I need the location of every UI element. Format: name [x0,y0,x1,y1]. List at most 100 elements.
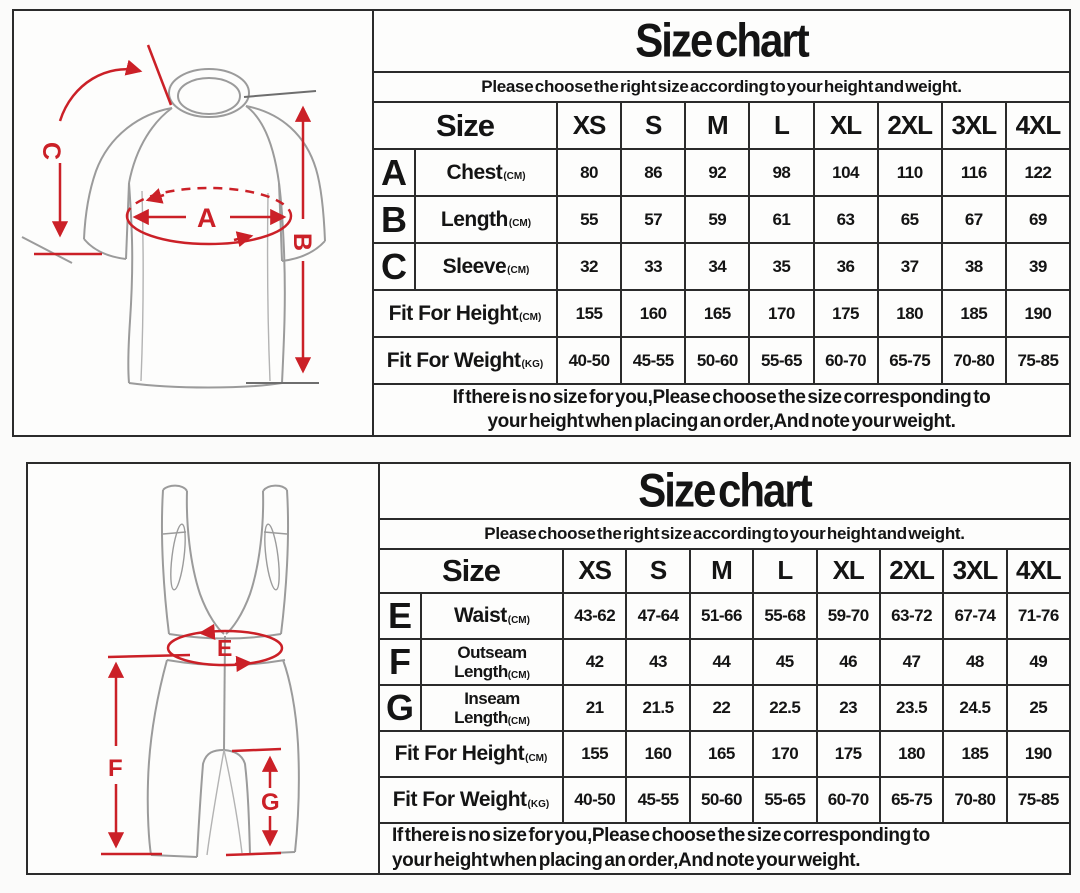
size-value: 155 [562,732,625,777]
row-label-text: Fit For Weight [392,788,527,812]
size-value: 45-55 [625,778,688,823]
size-value: 25 [1005,686,1069,731]
size-value: 47 [878,640,942,685]
size-value: 55-65 [752,778,815,823]
size-column-header: XL [815,549,879,593]
row-label: Fit For Height (CM) [374,291,556,336]
size-column-header: 4XL [1004,103,1069,148]
size-column-header: L [752,549,815,593]
size-value: 80 [556,150,620,195]
measure-label-c: C [37,142,65,160]
size-column-header: M [688,549,752,593]
size-value: 44 [688,640,752,685]
size-value: 48 [942,640,1005,685]
bib-shorts-diagram: E F G [28,464,378,873]
table-body: E Waist (CM) 43-62 47-64 51-66 55-68 59-70 63-72… [380,592,1069,823]
row-label-text: Sleeve [442,254,507,278]
row-label-line2: Length (CM) [454,709,530,727]
size-value: 86 [620,150,684,195]
row-label: Waist (CM) [420,594,562,639]
size-value: 51-66 [688,594,752,639]
table-row: F Outseam Length (CM) 42 43 44 45 46 47 48 49 [380,638,1069,685]
table-row: G Inseam Length (CM) 21 21.5 22 22.5 23 23.5 24.5 2… [380,684,1069,731]
size-column-header: 3XL [942,549,1005,593]
size-value: 59 [684,197,748,242]
size-value: 35 [748,244,812,289]
size-value: 165 [688,732,752,777]
row-label: Outseam Length (CM) [420,640,562,685]
size-value: 23 [815,686,879,731]
size-value: 65 [876,197,941,242]
row-label: Length (CM) [414,197,556,242]
size-value: 23.5 [878,686,942,731]
table-row: E Waist (CM) 43-62 47-64 51-66 55-68 59-70 63-72… [380,592,1069,639]
size-value: 71-76 [1005,594,1069,639]
size-value: 63-72 [878,594,942,639]
row-unit: (KG) [521,359,544,370]
size-value: 190 [1004,291,1069,336]
size-value: 34 [684,244,748,289]
row-label-text: Fit For Height [388,301,519,325]
size-note-line1: If there is no size for you,Please choos… [452,386,991,408]
size-value: 185 [940,291,1005,336]
size-value: 160 [625,732,688,777]
size-value: 180 [876,291,941,336]
size-chart-subtitle: Please choose the right size according t… [374,71,1069,101]
size-value: 190 [1005,732,1069,777]
row-label: Fit For Height (CM) [380,732,562,776]
measure-label-a: A [197,203,217,233]
row-unit: (CM) [507,670,530,682]
size-value: 40-50 [562,778,625,823]
row-label-text: Outseam [457,643,527,663]
row-label-text: Chest [446,160,503,184]
size-value: 21 [562,686,625,731]
row-label: Chest (CM) [414,150,556,195]
size-value: 57 [620,197,684,242]
row-unit: (CM) [507,614,530,626]
size-value: 38 [940,244,1005,289]
size-value: 46 [815,640,879,685]
row-unit: (CM) [525,752,548,764]
size-value: 155 [556,291,620,336]
size-value: 32 [556,244,620,289]
jersey-outline [21,68,326,389]
size-column-header: 2XL [876,103,941,148]
size-value: 175 [815,732,879,777]
row-label-text2: Length [454,661,508,681]
table-row: A Chest (CM) 80 86 92 98 104 110 116 122 [374,148,1069,195]
size-value: 175 [812,291,877,336]
row-label-text: Waist [454,604,507,628]
size-column-header: XL [812,103,877,148]
waist-arrowhead-right [234,655,253,673]
size-column-header: L [748,103,812,148]
size-value: 63 [812,197,877,242]
size-value: 43 [625,640,688,685]
row-label-text: Fit For Weight [386,348,521,372]
row-label: Fit For Weight (KG) [380,778,562,822]
bib-measure-lines [101,623,284,857]
size-value: 60-70 [812,338,877,383]
size-column-header: XS [556,103,620,148]
size-note-line2: your height when placing an order,And no… [392,849,861,871]
size-value: 43-62 [562,594,625,639]
table-row: Fit For Weight (KG) 40-50 45-55 50-60 55-65 60… [380,776,1069,823]
waist-ellipse [166,629,284,667]
row-unit: (CM) [507,716,530,728]
row-label-text2: Length [454,707,508,727]
size-column-header: 2XL [878,549,942,593]
measure-arrow-c-curve [58,59,143,122]
size-value: 104 [812,150,877,195]
size-value: 33 [620,244,684,289]
table-row: Fit For Weight (KG) 40-50 45-55 50-60 55-65 60… [374,336,1069,383]
row-unit: (CM) [507,265,530,276]
size-value: 39 [1004,244,1069,289]
row-label: Fit For Weight (KG) [374,338,556,383]
neck-tick-line [146,44,173,106]
table-row: B Length (CM) 55 57 59 61 63 65 67 69 [374,195,1069,242]
measure-label-e: E [217,635,232,661]
row-letter: A [381,151,407,193]
size-value: 50-60 [684,338,748,383]
size-value: 70-80 [942,778,1005,823]
size-header-label: Size [441,552,501,588]
bib-shorts-size-chart-panel: E F G Size chart Please choose the right… [26,462,1071,875]
